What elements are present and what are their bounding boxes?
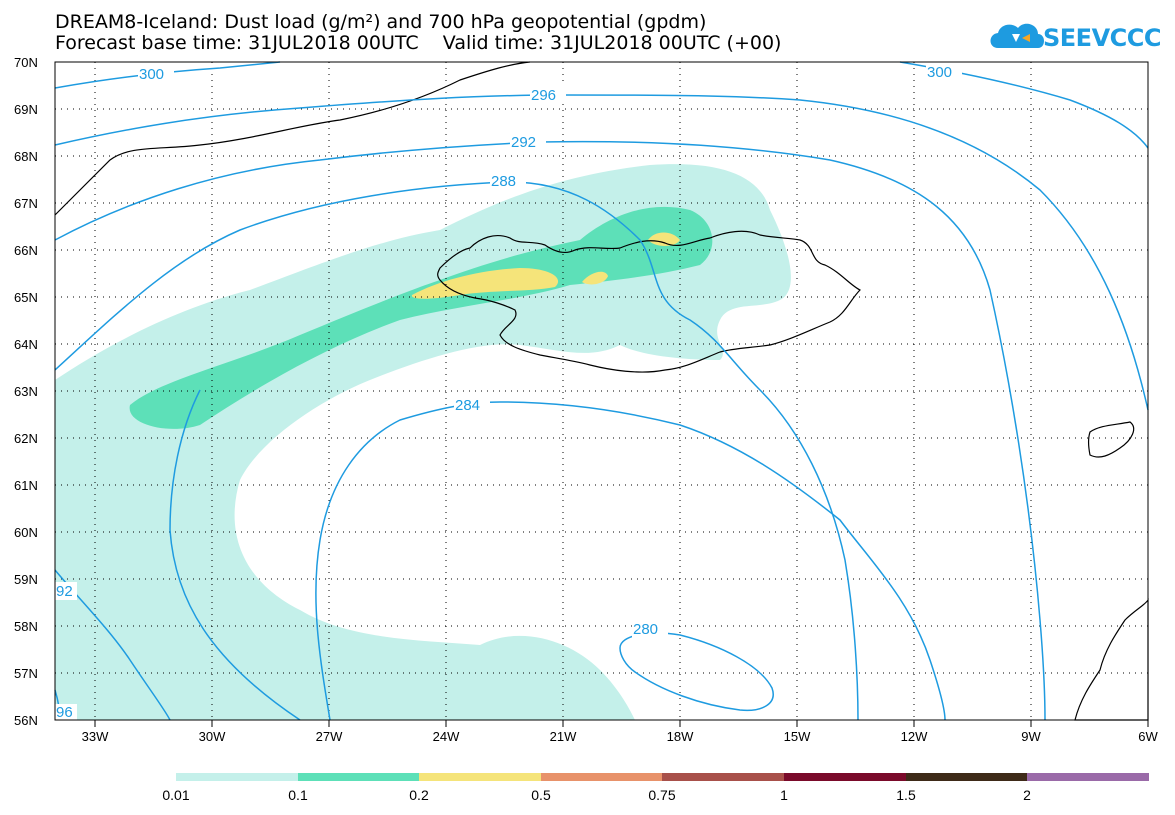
lon-label: 30W [198,729,226,744]
coastlines [54,61,1149,721]
axis-ticks [94,720,1149,727]
title-line-2: Forecast base time: 31JUL2018 00UTC Vali… [55,32,782,54]
contour-288 [54,181,859,721]
legend-label: 2 [1023,787,1031,803]
legend-label: 0.5 [531,787,551,803]
gridlines [55,62,1148,720]
lon-label: 15W [783,729,811,744]
lat-label: 62N [14,431,38,446]
lat-label: 60N [14,525,38,540]
contour-label: 92 [56,583,73,600]
lat-label: 59N [14,572,38,587]
contour-296 [54,94,1149,411]
legend-label: 1 [780,787,788,803]
contour-label: 300 [139,66,165,83]
lat-label: 58N [14,619,38,634]
contour-288-west [169,389,301,721]
contour-label: 300 [927,64,953,81]
lon-label: 12W [900,729,928,744]
cloud-logo-icon [990,23,1044,48]
contour-label: 96 [56,704,73,721]
plot-frame [54,61,1149,721]
contour-label-bg [55,63,962,720]
dust-shade-level-0.1 [129,206,713,429]
lon-label: 21W [549,729,577,744]
contour-300-west [54,61,281,89]
greenland-coast [54,61,531,216]
lon-label: 24W [432,729,460,744]
dust-shade-level-0.2-b [582,271,608,285]
lon-label: 6W [1138,729,1158,744]
contour-label: 284 [455,397,481,414]
faroe-coast [1087,421,1135,458]
lon-label: 9W [1021,729,1041,744]
legend-label: 0.1 [288,787,308,803]
contour-label: 280 [633,621,659,638]
lat-label: 57N [14,666,38,681]
title-line-1: DREAM8-Iceland: Dust load (g/m²) and 700… [55,11,707,33]
legend-label: 0.2 [409,787,429,803]
legend-label: 0.01 [162,787,190,803]
dust-shade-level-0.01 [55,164,791,720]
legend-swatch-7 [1027,773,1149,781]
legend-swatch-6 [906,773,1027,781]
legend-label: 0.75 [648,787,676,803]
contour-label: 288 [491,173,517,190]
lat-label: 56N [14,713,38,728]
lat-label: 67N [14,196,38,211]
lat-label: 66N [14,243,38,258]
legend-swatch-1 [298,773,419,781]
dust-shade-level-0.2-a [411,268,559,299]
lat-label: 70N [14,55,38,70]
iceland-coast [437,230,862,373]
legend-swatch-3 [541,773,662,781]
contour-292 [54,140,1046,721]
lon-label: 33W [81,729,109,744]
contour-label: 296 [531,87,557,104]
contour-280 [619,632,774,712]
legend-swatch-4 [662,773,784,781]
lat-label: 69N [14,102,38,117]
lat-label: 65N [14,290,38,305]
dust-shade-level-0.2-c [648,232,680,246]
scotland-coast [1074,597,1149,721]
logo-text: SEEVCCC [1043,24,1162,52]
lon-label: 18W [666,729,694,744]
lat-label: 64N [14,337,38,352]
lat-label: 61N [14,478,38,493]
legend-swatch-2 [419,773,541,781]
contour-284 [315,401,946,721]
lat-label: 68N [14,149,38,164]
legend-swatch-5 [784,773,906,781]
contour-label: 292 [511,134,537,151]
lat-label: 63N [14,384,38,399]
legend-swatch-0 [176,773,298,781]
legend-label: 1.5 [896,787,916,803]
lon-label: 27W [315,729,343,744]
legend-colorbar [176,773,1149,781]
